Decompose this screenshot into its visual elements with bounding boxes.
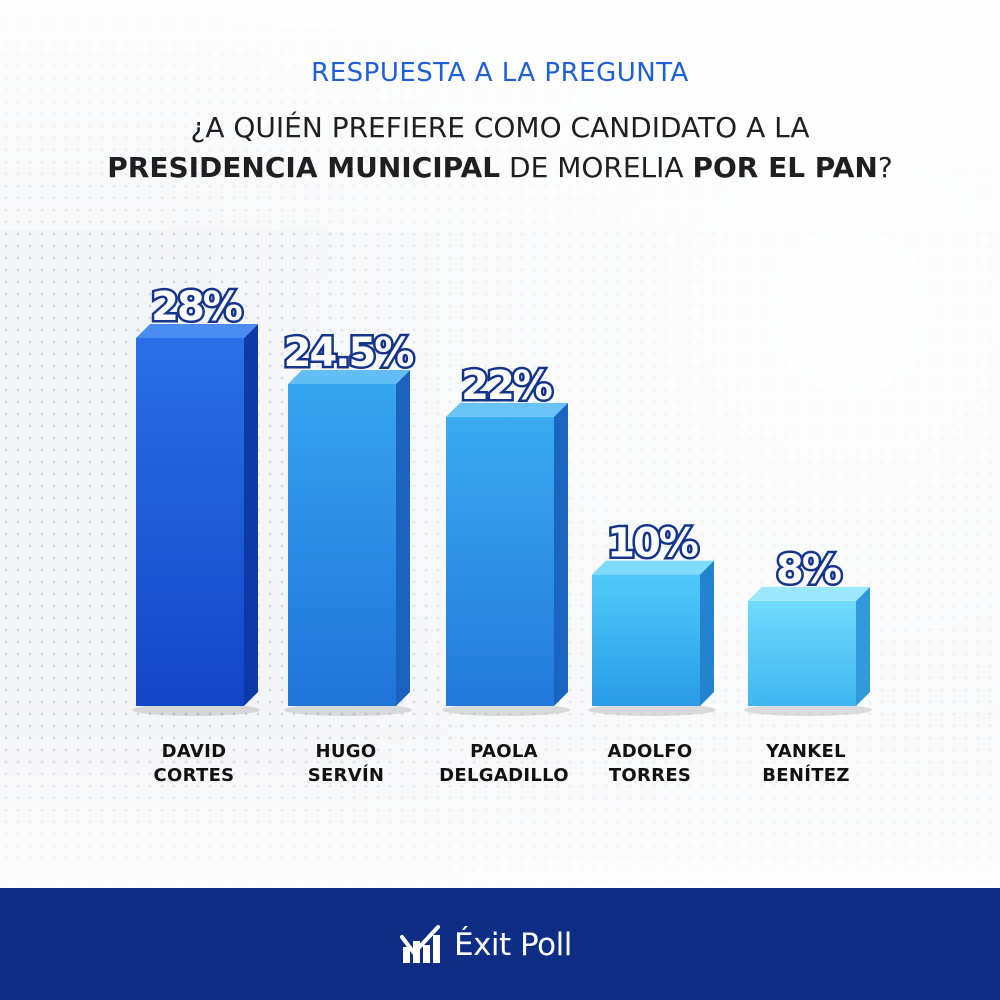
- bar-top: [592, 560, 714, 575]
- category-label: ADOLFO: [607, 741, 692, 762]
- bar-shadow: [132, 704, 260, 716]
- bar-front: [446, 416, 554, 706]
- brand-name: Éxit Poll: [454, 927, 572, 963]
- bar-top: [446, 402, 568, 417]
- chart-question: ¿A QUIÉN PREFIERE COMO CANDIDATO A LA PR…: [0, 108, 1000, 188]
- bar-value-label: 28%: [151, 284, 242, 330]
- chart-header: RESPUESTA A LA PREGUNTA ¿A QUIÉN PREFIER…: [0, 58, 1000, 188]
- bar-value-label: 8%: [776, 547, 841, 593]
- bar-shadow: [284, 704, 412, 716]
- question-text-4: ?: [877, 151, 893, 184]
- bar-front: [748, 600, 856, 706]
- background-fade-bottom: [0, 700, 1000, 888]
- category-label: HUGO: [316, 741, 377, 762]
- bar-shadow: [744, 704, 872, 716]
- bar-value-label: 10%: [607, 521, 698, 567]
- bar-1: [132, 324, 260, 716]
- bar-4: [588, 560, 716, 716]
- bar-top: [136, 324, 258, 338]
- bar-3: [442, 402, 570, 716]
- bar-front: [592, 574, 700, 706]
- bar-side: [700, 560, 714, 706]
- category-label: CORTES: [154, 765, 235, 786]
- bar-side: [396, 370, 410, 706]
- bar-side: [856, 586, 870, 706]
- category-label: PAOLA: [470, 741, 538, 762]
- bar-top: [748, 586, 870, 601]
- category-label: BENÍTEZ: [762, 764, 850, 786]
- question-emphasis-2: POR EL PAN: [692, 151, 878, 184]
- brand-logo: Éxit Poll: [400, 918, 572, 972]
- bar-front: [136, 338, 244, 706]
- exit-poll-logo-icon: [400, 925, 440, 963]
- bar-value-label: 22%: [461, 363, 552, 409]
- question-emphasis-1: PRESIDENCIA MUNICIPAL: [107, 151, 501, 184]
- category-label: TORRES: [609, 765, 691, 786]
- bar-5: [744, 586, 872, 716]
- bar-side: [554, 402, 568, 706]
- bar-2: [284, 370, 412, 716]
- background-fade-top: [0, 0, 1000, 230]
- category-label: SERVÍN: [308, 764, 385, 786]
- bar-front: [288, 384, 396, 706]
- bar-top: [288, 370, 410, 384]
- question-line-2: PRESIDENCIA MUNICIPAL DE MORELIA POR EL …: [0, 148, 1000, 188]
- category-label: DELGADILLO: [439, 765, 569, 786]
- bar-side: [244, 324, 258, 706]
- bar-shadow: [588, 704, 716, 716]
- category-label: DAVID: [162, 741, 227, 762]
- bar-value-label: 24.5%: [284, 330, 414, 376]
- question-line-1: ¿A QUIÉN PREFIERE COMO CANDIDATO A LA: [190, 111, 810, 144]
- chart-subtitle: RESPUESTA A LA PREGUNTA: [311, 58, 689, 88]
- bar-shadow: [442, 704, 570, 716]
- question-text-2: DE MORELIA: [500, 151, 693, 184]
- footer-bar: [0, 888, 1000, 1000]
- category-label: YANKEL: [765, 741, 846, 762]
